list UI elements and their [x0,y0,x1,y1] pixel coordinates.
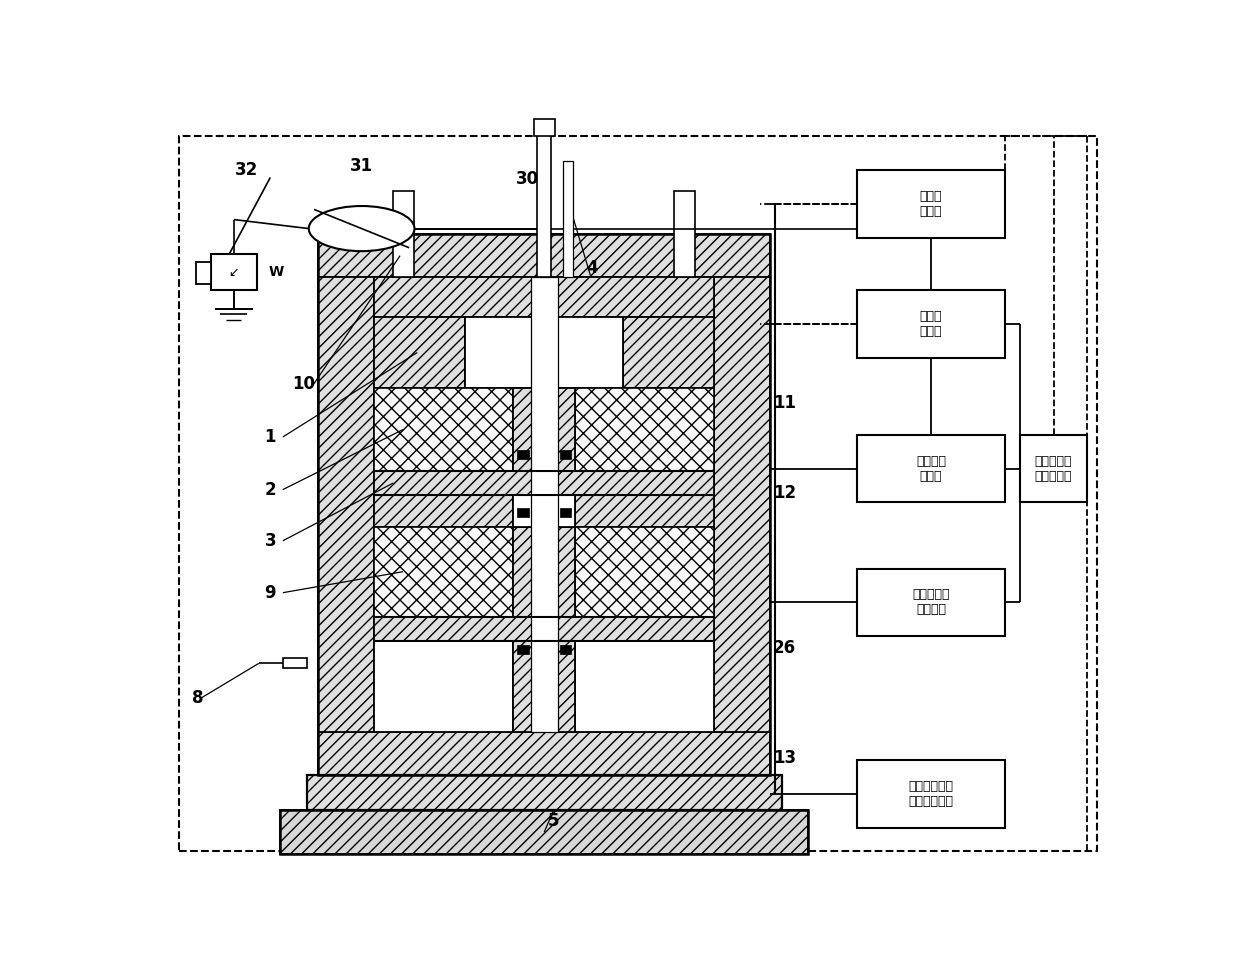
Bar [306,776,781,810]
Text: 高精度
温控器: 高精度 温控器 [920,190,942,218]
Bar [513,388,575,471]
Bar [857,569,1006,636]
Bar [374,527,513,616]
Text: 26: 26 [773,639,796,657]
Bar [517,508,528,517]
Bar [857,170,1006,237]
Ellipse shape [309,206,414,251]
Bar [374,616,714,641]
Bar [374,317,465,388]
Bar [374,495,513,527]
Bar [513,641,575,732]
Bar [559,508,572,517]
Bar [319,732,770,776]
Text: 5: 5 [548,812,559,829]
Bar [374,388,513,471]
Text: 12: 12 [773,485,796,502]
Text: 30: 30 [516,170,539,188]
Text: 9: 9 [264,583,277,602]
Text: ↙: ↙ [228,266,239,278]
Text: 3: 3 [264,531,277,550]
Bar [465,317,622,388]
Bar [533,119,554,136]
Bar [374,641,513,732]
Bar [280,810,808,854]
Bar [196,262,211,284]
Bar [575,641,714,732]
Bar [517,645,528,654]
Bar [857,435,1006,502]
Text: 1: 1 [264,428,277,446]
Text: 8: 8 [192,689,205,707]
Bar [675,191,696,277]
Bar [1019,435,1087,502]
Bar [857,760,1006,828]
Bar [306,776,781,810]
Bar [559,449,572,458]
Text: 2: 2 [264,481,277,498]
Text: 高精密位移台
全闭环控制器: 高精密位移台 全闭环控制器 [909,781,954,808]
Text: 4: 4 [587,259,598,276]
Text: 温度控
制模块: 温度控 制模块 [920,310,942,338]
Text: 10: 10 [293,375,315,394]
Bar [280,810,808,854]
Bar [575,495,714,527]
Text: W: W [268,265,284,279]
Text: 11: 11 [773,394,796,412]
Bar [283,658,306,668]
Bar [211,254,257,290]
Text: 13: 13 [773,749,796,767]
Bar [563,161,573,277]
Bar [575,388,714,471]
Bar [374,471,714,495]
Text: 多功能电化
学工作站: 多功能电化 学工作站 [913,588,950,616]
Bar [513,527,575,616]
Text: 多通道工业
控制计算机: 多通道工业 控制计算机 [1035,454,1073,483]
Text: 32: 32 [234,161,258,179]
Bar [622,317,714,388]
Bar [319,234,770,277]
Bar [857,290,1006,358]
Bar [559,645,572,654]
Bar [714,277,770,732]
Bar [513,495,575,527]
Bar [374,277,714,317]
Bar [575,527,714,616]
Bar [393,191,414,277]
Bar [319,277,374,732]
Text: 31: 31 [350,157,373,175]
Bar [319,234,770,776]
Bar [537,131,552,277]
Bar [517,449,528,458]
Bar [531,277,558,732]
Text: 可调速循
环水泵: 可调速循 环水泵 [916,454,946,483]
